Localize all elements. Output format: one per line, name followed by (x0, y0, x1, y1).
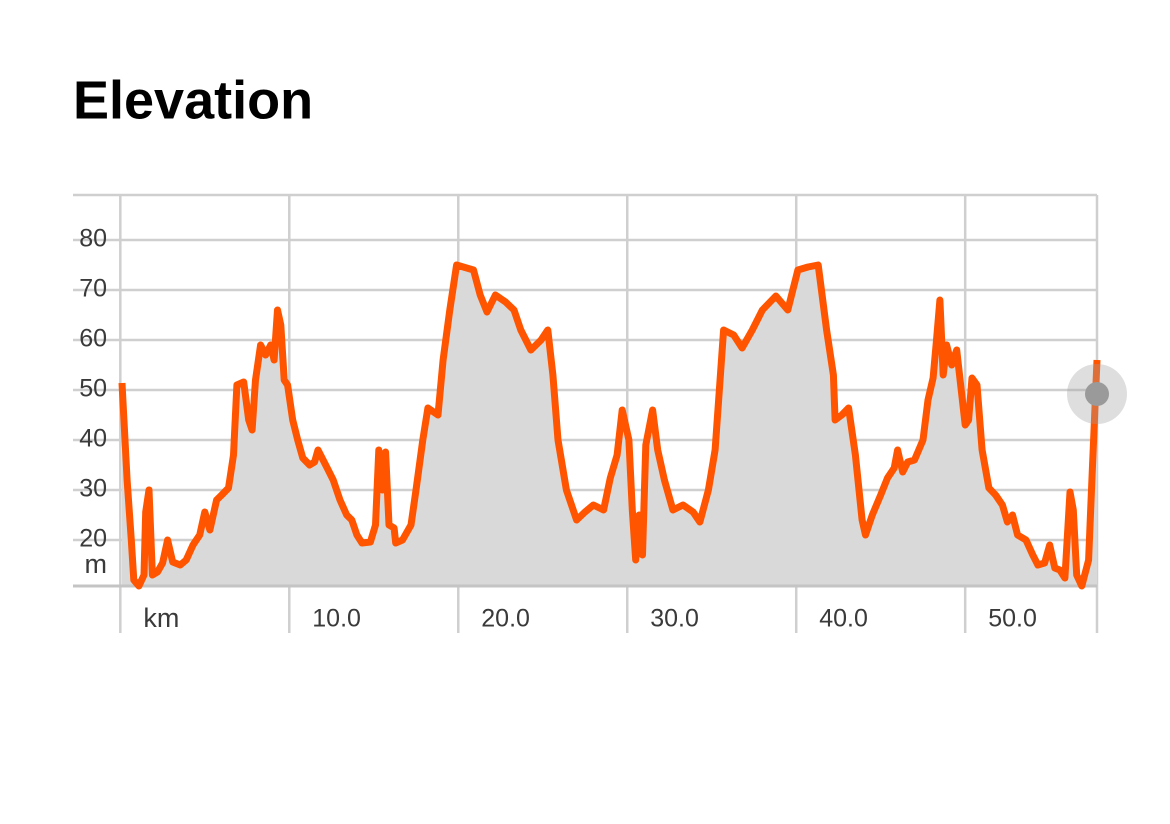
area-fill (122, 265, 1097, 586)
x-tick-label: 20.0 (481, 605, 530, 633)
x-tick-label: 10.0 (312, 605, 361, 633)
y-tick-label: 80 (79, 225, 107, 253)
y-axis-label: m (85, 549, 108, 579)
labels: 20 30 40 50 60 70 80 km 10.0 20.0 30.0 40.0 50.0 m (79, 225, 1037, 634)
y-tick-label: 70 (79, 275, 107, 303)
x-tick-label: 40.0 (819, 605, 868, 633)
y-tick-label: 20 (79, 525, 107, 553)
x-tick-label: km (143, 603, 179, 633)
y-tick-label: 60 (79, 325, 107, 353)
x-tick-label: 30.0 (650, 605, 699, 633)
chart-title: Elevation (73, 70, 313, 130)
plot (73, 261, 1127, 590)
y-tick-label: 40 (79, 425, 107, 453)
y-tick-label: 50 (79, 375, 107, 403)
scrubber-knob (1085, 382, 1109, 406)
y-tick-label: 30 (79, 475, 107, 503)
x-tick-label: 50.0 (988, 605, 1037, 633)
elevation-line (118, 261, 1101, 590)
